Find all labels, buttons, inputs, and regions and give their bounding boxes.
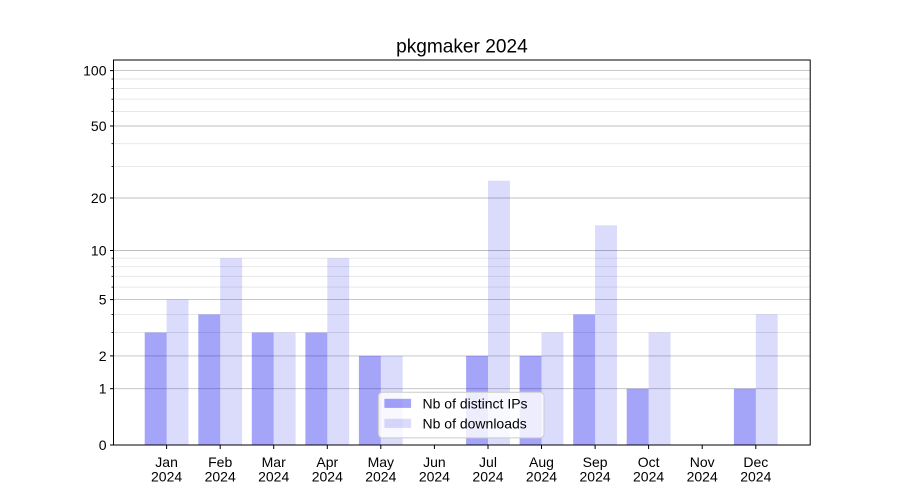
- svg-text:2024: 2024: [365, 469, 396, 485]
- svg-text:Nov: Nov: [690, 454, 715, 470]
- svg-text:50: 50: [91, 118, 107, 134]
- svg-text:2024: 2024: [472, 469, 503, 485]
- svg-text:2024: 2024: [580, 469, 611, 485]
- svg-text:20: 20: [91, 190, 107, 206]
- svg-text:Oct: Oct: [638, 454, 660, 470]
- svg-text:Aug: Aug: [529, 454, 554, 470]
- svg-text:Nb of distinct IPs: Nb of distinct IPs: [423, 395, 528, 411]
- svg-text:2024: 2024: [312, 469, 343, 485]
- svg-text:Feb: Feb: [208, 454, 232, 470]
- svg-text:0: 0: [99, 437, 107, 453]
- svg-text:Dec: Dec: [743, 454, 768, 470]
- svg-text:Sep: Sep: [583, 454, 608, 470]
- svg-text:May: May: [368, 454, 394, 470]
- svg-text:2024: 2024: [151, 469, 182, 485]
- svg-text:10: 10: [91, 242, 107, 258]
- svg-text:Nb of downloads: Nb of downloads: [423, 415, 527, 431]
- svg-text:2024: 2024: [258, 469, 289, 485]
- svg-text:Jul: Jul: [479, 454, 497, 470]
- svg-text:2024: 2024: [633, 469, 664, 485]
- svg-text:Mar: Mar: [262, 454, 286, 470]
- svg-text:Jun: Jun: [423, 454, 446, 470]
- svg-text:2024: 2024: [687, 469, 718, 485]
- svg-text:2024: 2024: [526, 469, 557, 485]
- svg-text:5: 5: [99, 292, 107, 308]
- svg-text:Apr: Apr: [316, 454, 338, 470]
- svg-text:2024: 2024: [419, 469, 450, 485]
- svg-text:2: 2: [99, 348, 107, 364]
- svg-text:pkgmaker 2024: pkgmaker 2024: [396, 37, 528, 58]
- svg-text:2024: 2024: [205, 469, 236, 485]
- svg-text:Jan: Jan: [155, 454, 178, 470]
- svg-text:100: 100: [83, 63, 107, 79]
- svg-text:2024: 2024: [740, 469, 771, 485]
- svg-text:1: 1: [99, 381, 107, 397]
